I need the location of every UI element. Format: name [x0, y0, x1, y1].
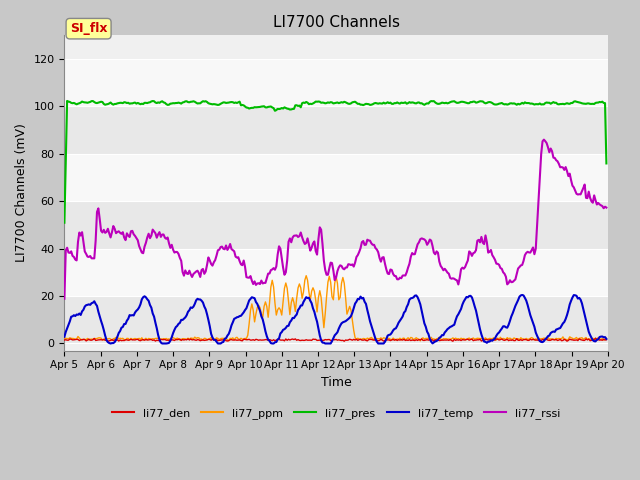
Bar — [65, 59, 608, 107]
Bar — [65, 249, 608, 296]
Title: LI7700 Channels: LI7700 Channels — [273, 15, 399, 30]
Bar — [65, 107, 608, 154]
Bar — [65, 296, 608, 344]
Y-axis label: LI7700 Channels (mV): LI7700 Channels (mV) — [15, 123, 28, 263]
X-axis label: Time: Time — [321, 376, 351, 389]
Legend: li77_den, li77_ppm, li77_pres, li77_temp, li77_rssi: li77_den, li77_ppm, li77_pres, li77_temp… — [107, 404, 565, 423]
Bar — [65, 154, 608, 201]
Bar — [65, 201, 608, 249]
Text: SI_flx: SI_flx — [70, 22, 108, 35]
